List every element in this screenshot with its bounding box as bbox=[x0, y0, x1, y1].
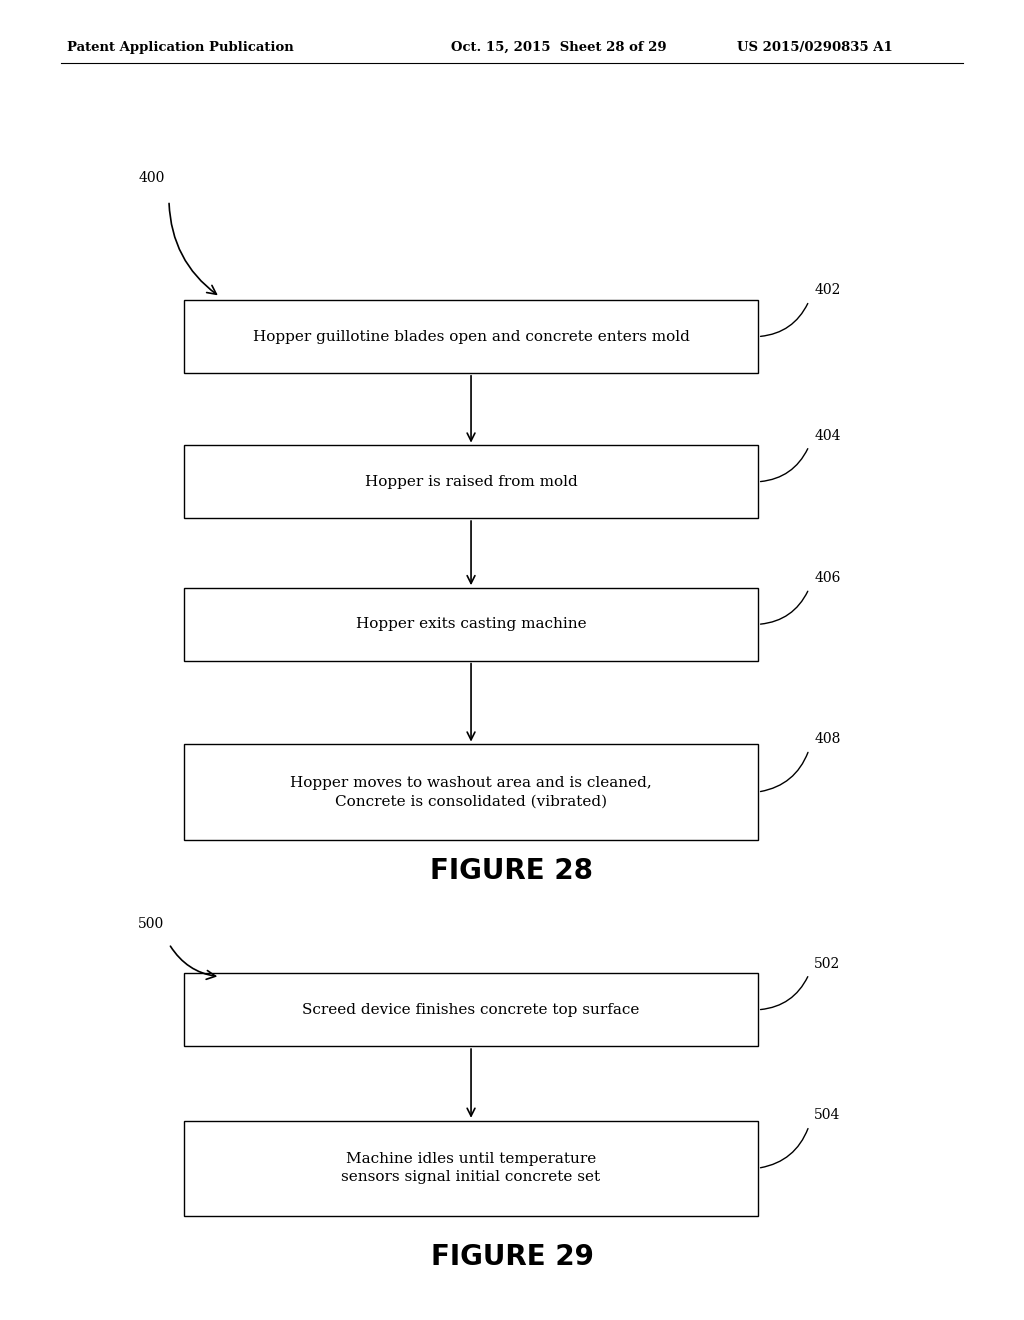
Text: Hopper guillotine blades open and concrete enters mold: Hopper guillotine blades open and concre… bbox=[253, 330, 689, 343]
Text: 502: 502 bbox=[814, 957, 841, 970]
Text: 504: 504 bbox=[814, 1109, 841, 1122]
Text: 400: 400 bbox=[138, 172, 165, 185]
Text: Hopper exits casting machine: Hopper exits casting machine bbox=[355, 618, 587, 631]
Text: FIGURE 29: FIGURE 29 bbox=[430, 1242, 594, 1271]
Bar bbox=[184, 445, 758, 517]
Bar bbox=[184, 300, 758, 372]
Text: Hopper moves to washout area and is cleaned,
Concrete is consolidated (vibrated): Hopper moves to washout area and is clea… bbox=[290, 776, 652, 808]
Text: Patent Application Publication: Patent Application Publication bbox=[67, 41, 293, 54]
Bar bbox=[184, 974, 758, 1045]
Text: 404: 404 bbox=[814, 429, 841, 442]
Bar bbox=[184, 589, 758, 660]
Bar bbox=[184, 1121, 758, 1216]
Text: Screed device finishes concrete top surface: Screed device finishes concrete top surf… bbox=[302, 1003, 640, 1016]
Text: 406: 406 bbox=[814, 572, 841, 585]
Text: Machine idles until temperature
sensors signal initial concrete set: Machine idles until temperature sensors … bbox=[341, 1152, 601, 1184]
Text: 402: 402 bbox=[814, 284, 841, 297]
Text: Hopper is raised from mold: Hopper is raised from mold bbox=[365, 475, 578, 488]
Text: Oct. 15, 2015  Sheet 28 of 29: Oct. 15, 2015 Sheet 28 of 29 bbox=[451, 41, 667, 54]
Text: US 2015/0290835 A1: US 2015/0290835 A1 bbox=[737, 41, 893, 54]
Text: 500: 500 bbox=[138, 917, 165, 931]
Text: 408: 408 bbox=[814, 733, 841, 746]
Bar bbox=[184, 744, 758, 840]
Text: FIGURE 28: FIGURE 28 bbox=[430, 857, 594, 886]
